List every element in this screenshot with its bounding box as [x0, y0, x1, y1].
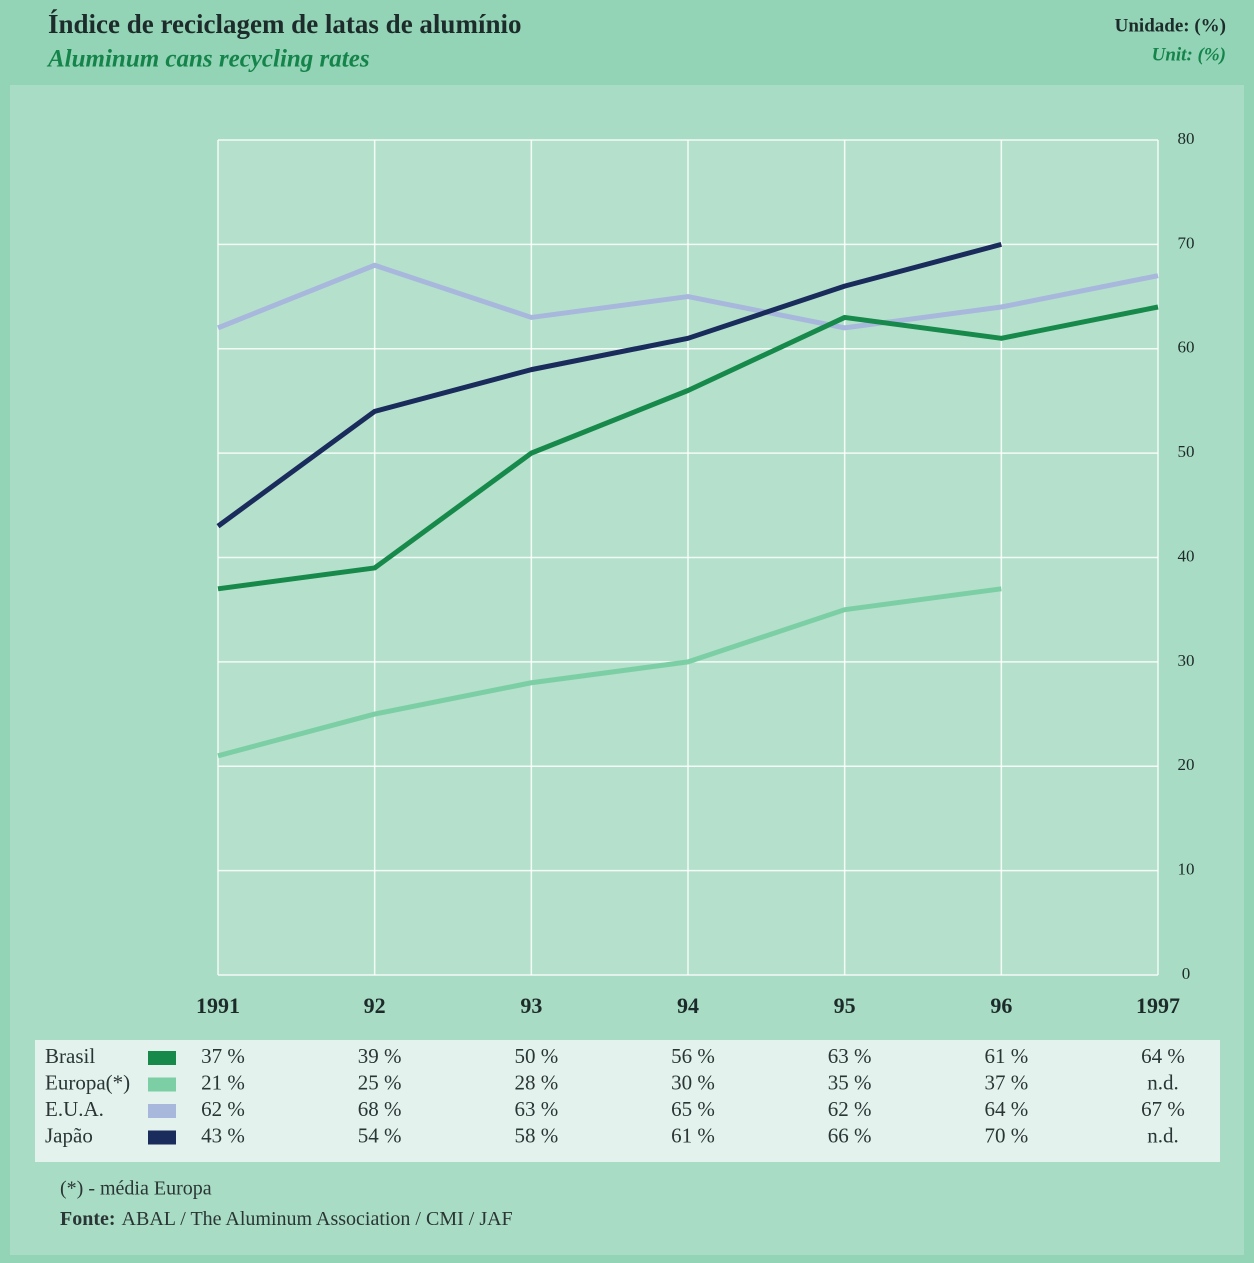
legend-label: Brasil	[45, 1044, 95, 1068]
value-label: 30 %	[671, 1070, 715, 1094]
series-line	[217, 262, 1159, 331]
value-label: 64 %	[1141, 1044, 1185, 1068]
legend-label: Japão	[45, 1123, 93, 1147]
value-label: 28 %	[514, 1070, 558, 1094]
legend-swatch	[148, 1130, 176, 1145]
y-tick-label: 0	[1182, 964, 1191, 983]
value-label: 67 %	[1141, 1097, 1185, 1121]
value-label: n.d.	[1147, 1070, 1179, 1094]
legend-swatch	[148, 1104, 176, 1118]
y-tick-label: 80	[1178, 129, 1195, 148]
value-label: 64 %	[984, 1097, 1028, 1121]
footnote: (*) - média Europa	[60, 1178, 212, 1200]
value-label: 35 %	[828, 1070, 872, 1094]
x-tick-label: 1997	[1136, 993, 1180, 1018]
value-label: 54 %	[358, 1123, 402, 1147]
x-tick-label: 1991	[196, 993, 240, 1018]
value-label: 56 %	[671, 1044, 715, 1068]
chart-subtitle: Aluminum cans recycling rates	[46, 46, 370, 73]
x-tick-label: 94	[677, 993, 699, 1018]
x-tick-label: 96	[990, 993, 1012, 1018]
value-label: 61 %	[984, 1044, 1028, 1068]
value-label: 25 %	[358, 1070, 402, 1094]
x-tick-label: 93	[520, 993, 542, 1018]
value-label: 58 %	[514, 1123, 558, 1147]
value-label: 21 %	[201, 1070, 245, 1094]
series-line	[217, 586, 1002, 759]
legend-label: E.U.A.	[45, 1097, 104, 1121]
y-tick-label: 10	[1178, 860, 1195, 879]
value-label: 43 %	[201, 1123, 245, 1147]
value-label: 65 %	[671, 1097, 715, 1121]
value-label: 63 %	[514, 1097, 558, 1121]
source-label: Fonte:	[60, 1208, 116, 1230]
x-tick-label: 95	[834, 993, 856, 1018]
series-line	[217, 304, 1159, 592]
value-label: 62 %	[828, 1097, 872, 1121]
value-label: 66 %	[828, 1123, 872, 1147]
series-line	[216, 241, 1002, 529]
value-label: 63 %	[828, 1044, 872, 1068]
value-label: 37 %	[201, 1044, 245, 1068]
value-label: 37 %	[984, 1070, 1028, 1094]
unit-label-en: Unit: (%)	[1152, 44, 1226, 65]
value-label: 39 %	[358, 1044, 402, 1068]
value-label: 50 %	[514, 1044, 558, 1068]
unit-label: Unidade: (%)	[1115, 15, 1226, 36]
value-label: 70 %	[984, 1123, 1028, 1147]
table-area	[35, 1040, 1220, 1162]
legend-swatch	[148, 1051, 176, 1065]
chart-title: Índice de reciclagem de latas de alumíni…	[48, 9, 521, 39]
value-label: 62 %	[201, 1097, 245, 1121]
y-tick-label: 40	[1178, 546, 1195, 565]
y-tick-label: 60	[1178, 338, 1195, 357]
y-tick-label: 50	[1178, 442, 1195, 461]
y-tick-label: 30	[1178, 651, 1195, 670]
source-text: ABAL / The Aluminum Association / CMI / …	[122, 1208, 513, 1230]
y-tick-label: 20	[1178, 755, 1195, 774]
source: Fonte: ABAL / The Aluminum Association / …	[60, 1208, 513, 1230]
y-tick-label: 70	[1178, 233, 1195, 252]
value-label: 61 %	[671, 1123, 715, 1147]
x-tick-label: 92	[364, 993, 386, 1018]
legend-label: Europa(*)	[45, 1070, 130, 1094]
value-label: 68 %	[358, 1097, 402, 1121]
legend-swatch	[148, 1077, 176, 1092]
value-label: n.d.	[1147, 1123, 1179, 1147]
